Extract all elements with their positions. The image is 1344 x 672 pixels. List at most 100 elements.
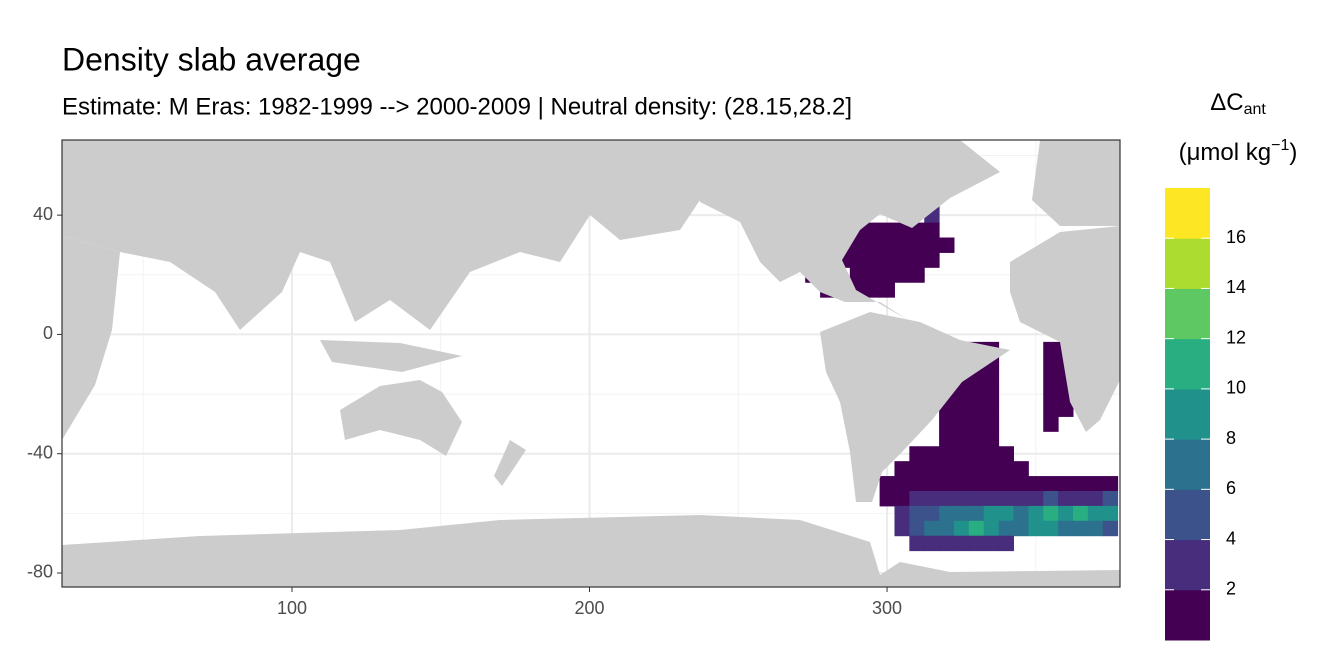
raster-cell: [1102, 476, 1119, 492]
raster-cell: [998, 476, 1014, 492]
colorbar-bin: [1165, 188, 1210, 239]
raster-cell: [1013, 520, 1029, 537]
africa-west: [62, 236, 120, 440]
raster-cell: [953, 535, 970, 552]
raster-cell: [1043, 490, 1059, 507]
raster-cell: [864, 237, 881, 253]
europe: [1032, 140, 1120, 226]
raster-cell: [894, 237, 910, 253]
raster-cell: [924, 490, 940, 507]
raster-cell: [983, 401, 1000, 417]
raster-cell: [953, 431, 970, 447]
raster-cell: [879, 490, 895, 507]
raster-cell: [968, 371, 985, 388]
raster-cell: [968, 535, 985, 552]
raster-cell: [1043, 371, 1059, 388]
raster-cell: [1058, 476, 1074, 492]
raster-cell: [1043, 476, 1059, 492]
legend-superscript: −1: [1271, 137, 1289, 154]
raster-cell: [983, 535, 1000, 552]
raster-cell: [924, 446, 940, 462]
y-tick-label: -80: [27, 562, 53, 582]
australia: [340, 380, 462, 456]
indonesia: [320, 340, 462, 372]
raster-cell: [968, 520, 985, 537]
legend-symbol: ΔC: [1210, 89, 1243, 116]
raster-cell: [939, 461, 955, 477]
colorbar-label: 16: [1226, 227, 1246, 247]
chart-title: Density slab average: [62, 41, 361, 77]
south-america: [820, 312, 1010, 502]
raster-cell: [939, 505, 955, 522]
raster-cell: [1087, 505, 1104, 522]
raster-cell: [894, 505, 910, 522]
raster-cell: [968, 416, 985, 432]
raster-cell: [953, 505, 970, 522]
raster-cell: [939, 431, 955, 447]
y-tick-label: 0: [43, 323, 53, 343]
raster-cell: [1072, 476, 1089, 492]
eurasia: [62, 140, 720, 330]
raster-cell: [983, 505, 1000, 522]
x-tick-label: 100: [277, 598, 307, 618]
raster-cell: [983, 386, 1000, 403]
raster-cell: [879, 222, 895, 239]
colorbar-bin: [1165, 388, 1210, 440]
raster-cell: [894, 476, 910, 492]
x-tick-label: 300: [872, 598, 902, 618]
raster-cell: [879, 267, 895, 283]
raster-cell: [894, 222, 910, 239]
raster-cell: [998, 461, 1014, 477]
raster-cell: [849, 267, 866, 283]
raster-cell: [864, 267, 881, 283]
north-america: [690, 140, 1000, 320]
new-zealand: [494, 440, 526, 486]
colorbar-bin: [1165, 288, 1210, 340]
raster-cell: [1102, 490, 1119, 507]
raster-cell: [968, 505, 985, 522]
chart-subtitle: Estimate: M Eras: 1982-1999 --> 2000-200…: [62, 93, 852, 120]
raster-cell: [953, 490, 970, 507]
raster-cell: [968, 490, 985, 507]
legend-close: ): [1289, 139, 1297, 166]
raster-cell: [894, 490, 910, 507]
legend-unit-text: (μmol kg: [1179, 139, 1272, 166]
colorbar-bin: [1165, 589, 1210, 641]
colorbar-label: 10: [1226, 378, 1246, 398]
raster-cell: [998, 446, 1014, 462]
raster-cell: [909, 535, 925, 552]
raster-cell: [1043, 401, 1059, 417]
raster-cell: [1058, 505, 1074, 522]
raster-cell: [894, 267, 910, 283]
raster-cell: [1058, 520, 1074, 537]
raster-cell: [1043, 520, 1059, 537]
raster-cell: [879, 252, 895, 268]
raster-cell: [1072, 505, 1089, 522]
raster-cell: [953, 476, 970, 492]
raster-cell: [879, 237, 895, 253]
raster-cell: [1043, 386, 1059, 403]
colorbar-bin: [1165, 439, 1210, 490]
raster-cell: [953, 416, 970, 432]
raster-cell: [909, 490, 925, 507]
raster-cell: [1028, 490, 1044, 507]
raster-cell: [909, 520, 925, 537]
raster-cell: [968, 461, 985, 477]
colorbar-label: 6: [1226, 478, 1236, 498]
raster-cell: [1087, 476, 1104, 492]
raster-cell: [879, 282, 895, 298]
raster-cell: [968, 476, 985, 492]
raster-cell: [983, 371, 1000, 388]
colorbar-label: 12: [1226, 327, 1246, 347]
raster-cell: [1043, 505, 1059, 522]
raster-cell: [849, 237, 866, 253]
colorbar-label: 4: [1226, 528, 1236, 548]
raster-cell: [939, 476, 955, 492]
raster-cell: [953, 446, 970, 462]
raster-cell: [968, 446, 985, 462]
raster-cell: [939, 520, 955, 537]
raster-cell: [1013, 461, 1029, 477]
colorbar-bin: [1165, 539, 1210, 591]
raster-cell: [864, 282, 881, 298]
